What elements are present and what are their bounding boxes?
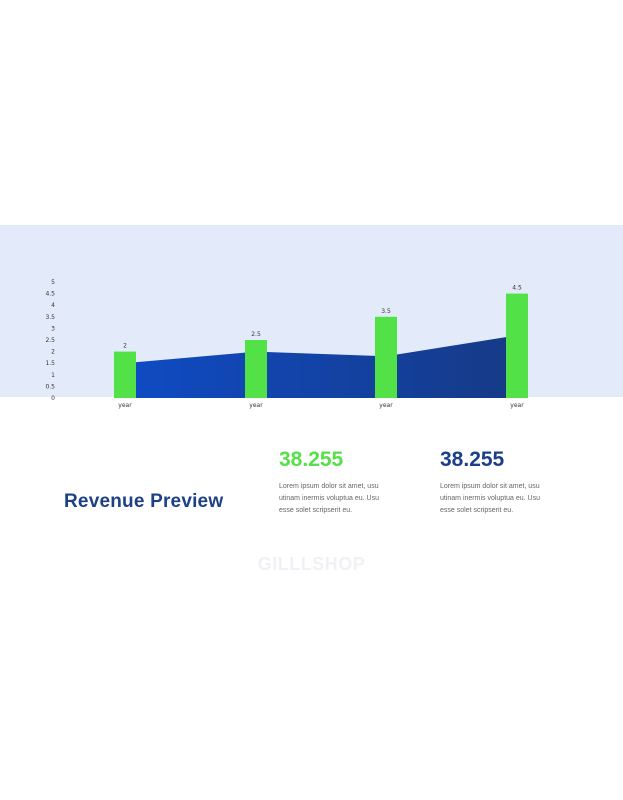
y-tick-label: 4: [51, 302, 55, 309]
stat-block-2: 38.255 Lorem ipsum dolor sit amet, usu u…: [440, 447, 590, 517]
stat-description-1: Lorem ipsum dolor sit amet, usu utinam i…: [279, 481, 397, 517]
x-tick-label: year: [379, 402, 393, 409]
stat-description-line: utinam inermis voluptua eu. Usu: [279, 495, 379, 502]
data-label: 3.5: [381, 308, 391, 315]
x-tick-label: year: [510, 402, 524, 409]
data-label: 2.5: [251, 331, 261, 338]
stat-description-line: esse solet scripserit eu.: [440, 507, 514, 514]
y-tick-label: 0.5: [45, 383, 55, 390]
bar: [114, 351, 136, 398]
y-tick-label: 3: [51, 325, 55, 332]
y-tick-label: 5: [51, 279, 55, 286]
revenue-chart: 0 0.5 1 1.5 2 2.5 3 3.5 4 4.5 5 2 2.5 3.5 4.5 year year y…: [45, 279, 528, 409]
stat-block-1: 38.255 Lorem ipsum dolor sit amet, usu u…: [279, 447, 429, 517]
stat-description-line: Lorem ipsum dolor sit amet, usu: [440, 483, 540, 490]
y-tick-label: 4.5: [45, 291, 55, 298]
y-tick-label: 2.5: [45, 337, 55, 344]
stat-value-2: 38.255: [440, 448, 505, 471]
y-tick-label: 0: [51, 395, 55, 402]
data-label: 2: [123, 343, 127, 350]
y-tick-label: 1.5: [45, 360, 55, 367]
bar: [375, 316, 397, 398]
y-tick-label: 3.5: [45, 314, 55, 321]
x-tick-label: year: [249, 402, 263, 409]
bar: [506, 293, 528, 398]
stat-description-2: Lorem ipsum dolor sit amet, usu utinam i…: [440, 481, 558, 517]
watermark: GILLLSHOP: [257, 554, 366, 574]
y-tick-label: 1: [51, 372, 55, 379]
section-title: Revenue Preview: [64, 491, 224, 512]
bar: [245, 340, 267, 398]
area-series: [125, 335, 517, 398]
stat-description-line: utinam inermis voluptua eu. Usu: [440, 495, 540, 502]
data-label: 4.5: [512, 285, 522, 292]
y-tick-label: 2: [51, 349, 55, 356]
x-tick-label: year: [118, 402, 132, 409]
stat-description-line: Lorem ipsum dolor sit amet, usu: [279, 483, 379, 490]
stat-description-line: esse solet scripserit eu.: [279, 507, 353, 514]
stat-value-1: 38.255: [279, 448, 344, 471]
